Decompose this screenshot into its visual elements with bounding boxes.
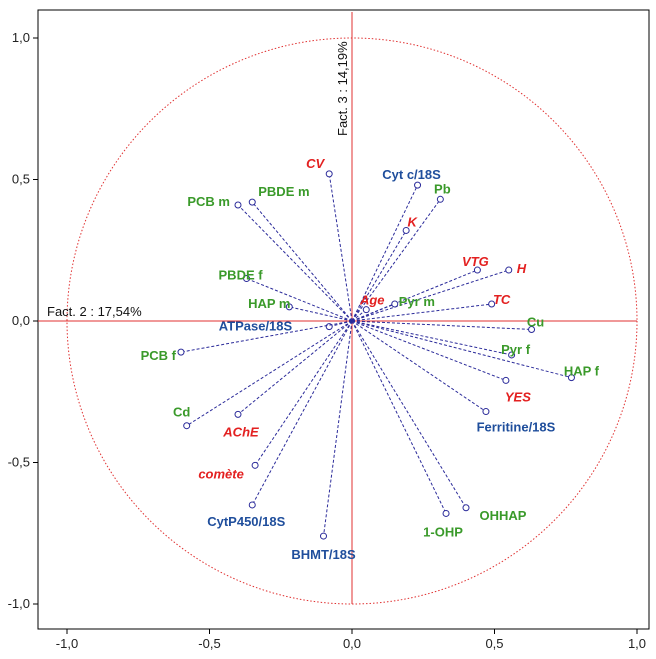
variable-point: [442, 509, 450, 517]
variable-label: ATPase/18S: [219, 319, 293, 334]
vector-line: [351, 303, 492, 322]
y-axis-label: Fact. 3 : 14,19%: [335, 41, 350, 136]
variable-label: HAP f: [564, 364, 600, 379]
vector-line: [186, 320, 353, 427]
variable-point: [234, 410, 242, 418]
axes-layer: [38, 12, 638, 605]
variable-label: BHMT/18S: [291, 547, 356, 562]
variable-point: [488, 300, 496, 308]
variable-point: [462, 504, 470, 512]
variable-point: [325, 170, 333, 178]
variable-label: YES: [505, 389, 531, 404]
vector-line: [351, 230, 407, 322]
vector-line: [351, 320, 507, 381]
x-tick-label: -1,0: [56, 636, 78, 651]
vector-line: [289, 306, 353, 322]
y-tick-label: -0,5: [8, 455, 30, 470]
variable-label: Cyt c/18S: [382, 167, 441, 182]
variable-point: [528, 325, 536, 333]
variable-label: comète: [198, 466, 244, 481]
x-axis-label: Fact. 2 : 17,54%: [47, 304, 142, 319]
variable-label: Pyr m: [399, 294, 435, 309]
vector-line: [180, 320, 353, 353]
variable-label: Age: [359, 293, 385, 308]
variable-point: [285, 303, 293, 311]
vector-line: [237, 204, 353, 322]
variable-point: [567, 374, 575, 382]
x-tick-label: -0,5: [198, 636, 220, 651]
variable-point: [248, 501, 256, 509]
variable-label: Ferritine/18S: [477, 420, 556, 435]
variable-point: [508, 351, 516, 359]
variable-point: [362, 306, 370, 314]
variable-label: PCB f: [141, 348, 177, 363]
variable-label: H: [517, 261, 527, 276]
variable-point: [502, 376, 510, 384]
vector-line: [351, 320, 512, 356]
variable-point: [402, 226, 410, 234]
variable-label: Cd: [173, 405, 190, 420]
variable-point: [177, 348, 185, 356]
vector-line: [251, 201, 353, 322]
vector-line: [351, 199, 441, 322]
variable-point: [320, 532, 327, 540]
y-tick-label: -1,0: [8, 596, 30, 611]
vector-line: [323, 320, 353, 537]
variable-point: [234, 201, 242, 209]
variable-point: [482, 408, 490, 416]
vector-line: [237, 320, 353, 415]
y-tick-label: 1,0: [12, 30, 30, 45]
vector-line: [329, 320, 353, 328]
vector-line: [254, 320, 353, 466]
variable-label: VTG: [462, 254, 489, 269]
variable-label: CV: [306, 156, 325, 171]
variable-label: HAP m: [248, 296, 290, 311]
variable-label: PBDE m: [258, 184, 309, 199]
variable-label: Pb: [434, 181, 451, 196]
plot-frame: [37, 9, 650, 630]
y-tick-label: 0,0: [12, 313, 30, 328]
variable-label: PBDE f: [219, 268, 264, 283]
variable-label: Pyr f: [501, 342, 531, 357]
variable-label: AChE: [222, 424, 259, 439]
variable-point: [243, 275, 251, 283]
variable-point: [183, 422, 191, 430]
vector-line: [351, 303, 395, 322]
variable-point: [473, 266, 481, 274]
variable-label: OHHAP: [480, 508, 527, 523]
vector-line: [246, 278, 353, 322]
x-tick-label: 0,5: [485, 636, 503, 651]
y-tick-label: 0,5: [12, 172, 30, 187]
ticks-layer: -1,0 -0,5 0,0 0,5 1,0 1,0 0,5 0,0 -0,5 -1,0: [8, 30, 646, 651]
x-tick-label: 1,0: [628, 636, 646, 651]
variable-point: [248, 198, 256, 206]
variable-label: K: [407, 214, 418, 229]
variable-point: [251, 461, 259, 469]
vector-line: [351, 269, 509, 322]
vector-line: [351, 320, 467, 509]
variable-point: [391, 300, 399, 308]
variable-point: [436, 195, 444, 203]
vector-line: [351, 320, 447, 514]
variable-label: TC: [493, 292, 511, 307]
vectors-layer: [177, 170, 575, 540]
variable-label: Cu: [527, 314, 544, 329]
x-tick-label: 0,0: [343, 636, 361, 651]
variable-label: CytP450/18S: [207, 514, 285, 529]
vector-line: [351, 184, 419, 322]
vector-line: [351, 320, 487, 412]
variable-point: [414, 181, 422, 189]
vector-line: [351, 320, 572, 379]
variable-label: 1-OHP: [423, 524, 463, 539]
variable-point: [505, 266, 513, 274]
variable-label: PCB m: [187, 194, 230, 209]
